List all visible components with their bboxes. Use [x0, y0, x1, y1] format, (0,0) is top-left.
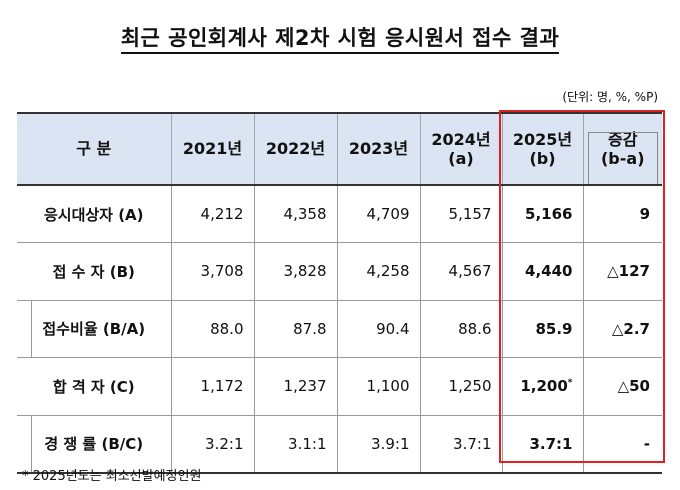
- cell-2021: 88.0: [170, 300, 254, 358]
- cell-2021: 3,708: [170, 242, 254, 301]
- cell-2024: 1,250: [419, 357, 502, 416]
- header-2023: 2023년: [336, 112, 420, 186]
- row-label: 접 수 자 (B): [17, 242, 171, 301]
- footnote-mark: *: [567, 378, 573, 389]
- cell-2022: 3.1:1: [253, 415, 337, 474]
- unit-note: (단위: 명, %, %P): [562, 90, 658, 104]
- cell-2024: 88.6: [419, 300, 502, 358]
- cell-diff: △50: [582, 357, 662, 416]
- cell-2023: 90.4: [336, 300, 420, 358]
- cell-diff: △127: [582, 242, 662, 301]
- cell-2021: 1,172: [170, 357, 254, 416]
- cell-2025: 5,166: [501, 185, 583, 243]
- cell-2024: 3.7:1: [419, 415, 502, 474]
- cell-2025: 1,200*: [501, 357, 583, 416]
- table-row: 응시대상자 (A) 4,212 4,358 4,709 5,157 5,166 …: [17, 185, 662, 243]
- row-label: 응시대상자 (A): [17, 185, 171, 243]
- page-title: 최근 공인회계사 제2차 시험 응시원서 접수 결과: [0, 22, 680, 54]
- header-2022: 2022년: [253, 112, 337, 186]
- cell-2025: 85.9: [501, 300, 583, 358]
- cell-2022: 87.8: [253, 300, 337, 358]
- cell-2024: 4,567: [419, 242, 502, 301]
- cell-2022: 3,828: [253, 242, 337, 301]
- cell-2023: 3.9:1: [336, 415, 420, 474]
- cell-2022: 4,358: [253, 185, 337, 243]
- header-2021: 2021년: [170, 112, 254, 186]
- row-label: 경 쟁 률 (B/C): [17, 415, 171, 474]
- table-header-row: 구 분 2021년 2022년 2023년 2024년 (a) 2025년 (b) …: [17, 112, 662, 186]
- row-label: 합 격 자 (C): [17, 357, 171, 416]
- cell-2025: 3.7:1: [501, 415, 583, 474]
- header-2024: 2024년 (a): [419, 112, 502, 186]
- row-label: 접수비율 (B/A): [17, 300, 171, 358]
- header-2025: 2025년 (b): [501, 112, 583, 186]
- cell-2024: 5,157: [419, 185, 502, 243]
- cell-diff: △2.7: [582, 300, 662, 358]
- cell-2023: 4,709: [336, 185, 420, 243]
- cell-2025: 4,440: [501, 242, 583, 301]
- cell-2021: 4,212: [170, 185, 254, 243]
- table-row: 접 수 자 (B) 3,708 3,828 4,258 4,567 4,440 …: [17, 242, 662, 301]
- cell-diff: 9: [582, 185, 662, 243]
- highlight-box: [499, 110, 665, 463]
- table-row: 경 쟁 률 (B/C) 3.2:1 3.1:1 3.9:1 3.7:1 3.7:…: [17, 415, 662, 474]
- cell-2022: 1,237: [253, 357, 337, 416]
- cell-diff: -: [582, 415, 662, 474]
- cell-2023: 4,258: [336, 242, 420, 301]
- table-row: 접수비율 (B/A) 88.0 87.8 90.4 88.6 85.9 △2.7: [17, 300, 662, 358]
- header-diff: 증감 (b-a): [582, 112, 662, 186]
- cell-2023: 1,100: [336, 357, 420, 416]
- table-row: 합 격 자 (C) 1,172 1,237 1,100 1,250 1,200*…: [17, 357, 662, 416]
- cell-2021: 3.2:1: [170, 415, 254, 474]
- results-table: 구 분 2021년 2022년 2023년 2024년 (a) 2025년 (b) …: [17, 112, 662, 474]
- header-category: 구 분: [17, 112, 171, 186]
- footnote: * 2025년도는 최소선발예정인원: [22, 469, 202, 484]
